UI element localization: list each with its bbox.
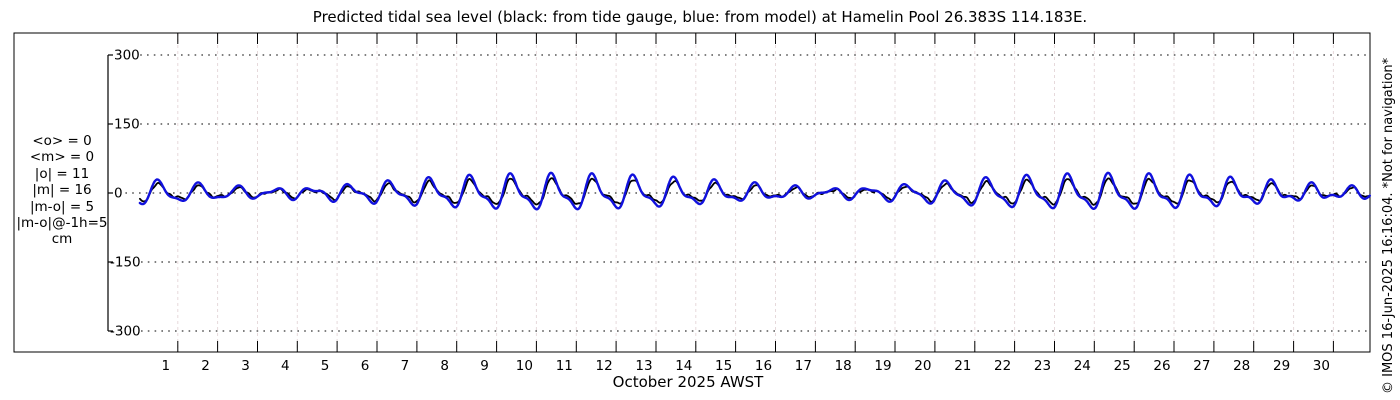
x-tick-label: 25 xyxy=(1114,358,1131,374)
x-tick-label: 16 xyxy=(755,358,772,374)
x-axis-title: October 2025 AWST xyxy=(612,373,764,391)
stat-line: cm xyxy=(51,231,73,248)
x-tick-label: 27 xyxy=(1193,358,1210,374)
x-tick-label: 14 xyxy=(675,358,692,374)
x-tick-label: 28 xyxy=(1233,358,1250,374)
x-tick-label: 9 xyxy=(480,358,489,374)
x-tick-label: 13 xyxy=(635,358,652,374)
x-tick-label: 29 xyxy=(1273,358,1290,374)
stat-line: |m-o|@-1h=5 xyxy=(16,215,108,232)
stats-panel: <o> = 0 <m> = 0 |o| = 11 |m| = 16 |m-o| = 5 |… xyxy=(10,133,114,248)
x-tick-label: 15 xyxy=(715,358,732,374)
chart-title: Predicted tidal sea level (black: from t… xyxy=(312,8,1088,26)
x-tick-label: 23 xyxy=(1034,358,1051,374)
stat-line: |m-o| = 5 xyxy=(29,198,95,215)
x-tick-label: 6 xyxy=(361,358,370,374)
copyright-watermark: © IMOS 16-Jun-2025 16:16:04. *Not for na… xyxy=(1381,57,1396,394)
x-tick-label: 1 xyxy=(162,358,171,374)
x-tick-label: 8 xyxy=(440,358,449,374)
x-tick-label: 26 xyxy=(1153,358,1170,374)
x-tick-label: 12 xyxy=(596,358,613,374)
x-tick-label: 22 xyxy=(994,358,1011,374)
y-tick-label: -150 xyxy=(110,255,141,271)
x-tick-label: 20 xyxy=(914,358,931,374)
x-tick-label: 2 xyxy=(201,358,210,374)
x-tick-label: 24 xyxy=(1074,358,1091,374)
x-tick-label: 11 xyxy=(556,358,573,374)
x-tick-label: 5 xyxy=(321,358,330,374)
x-tick-label: 18 xyxy=(835,358,852,374)
x-tick-label: 7 xyxy=(401,358,410,374)
y-tick-label: 300 xyxy=(114,48,140,64)
x-tick-label: 17 xyxy=(795,358,812,374)
x-tick-label: 10 xyxy=(516,358,533,374)
stat-line: |m| = 16 xyxy=(32,182,92,199)
x-tick-label: 19 xyxy=(874,358,891,374)
x-tick-label: 30 xyxy=(1313,358,1330,374)
x-tick-label: 3 xyxy=(241,358,250,374)
stat-line: <m> = 0 xyxy=(29,149,95,166)
x-tick-label: 4 xyxy=(281,358,290,374)
y-tick-label: 150 xyxy=(114,117,140,133)
plot-frame xyxy=(13,32,1371,353)
y-tick-label: 0 xyxy=(114,186,123,202)
stat-line: <o> = 0 xyxy=(32,133,92,149)
model-series-line xyxy=(138,171,1372,211)
y-tick-label: -300 xyxy=(110,324,141,340)
x-tick-label: 21 xyxy=(954,358,971,374)
stat-line: |o| = 11 xyxy=(34,165,90,182)
